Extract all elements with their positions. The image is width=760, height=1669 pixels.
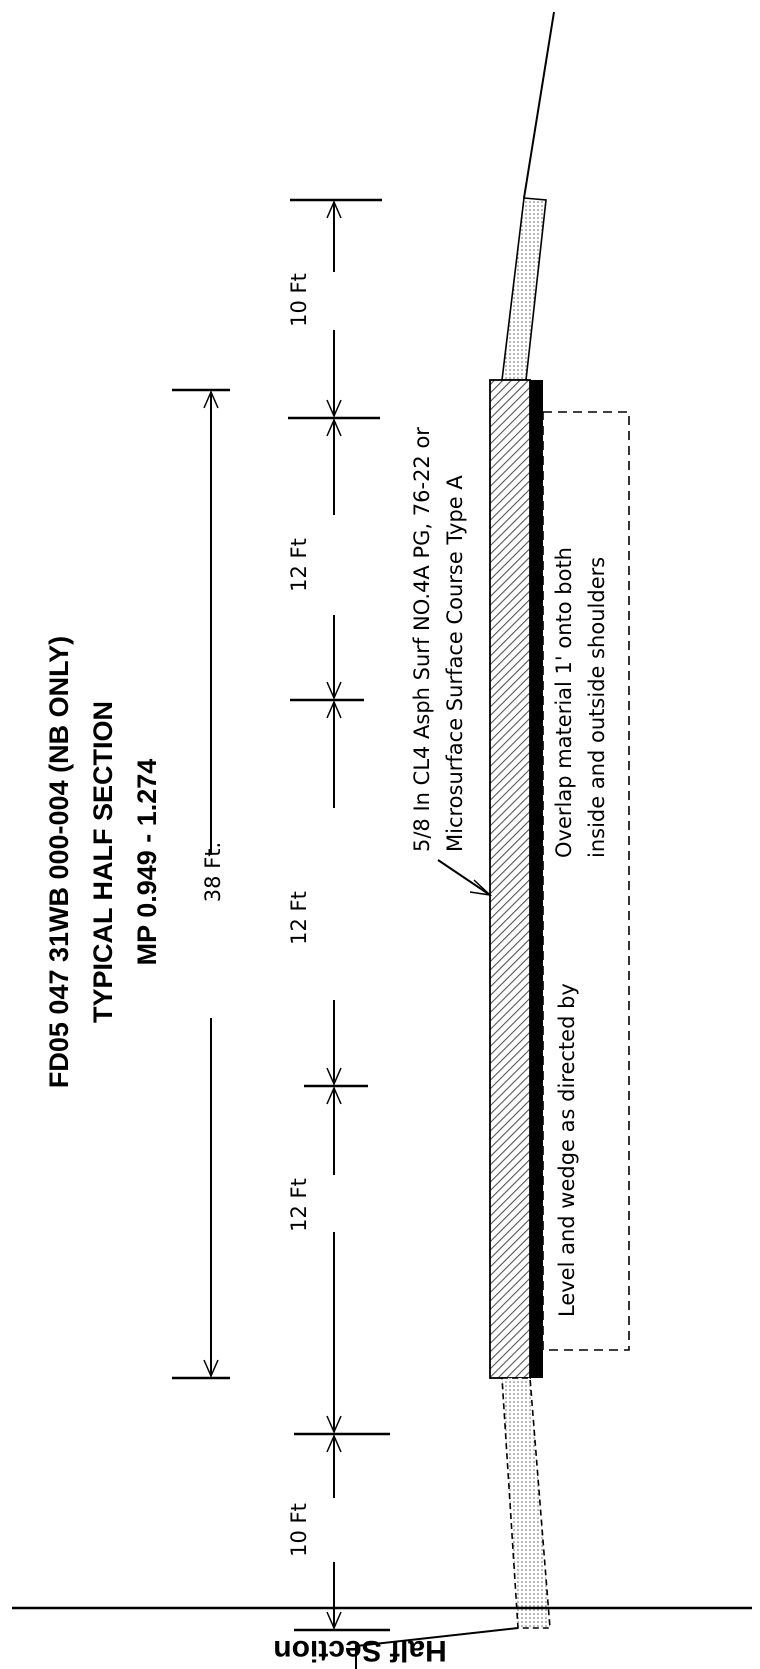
foreslope-line <box>355 1627 519 1669</box>
lane-dimension-chain: 10 Ft 12 Ft 12 Ft 12 Ft 10 Ft <box>287 198 390 1632</box>
title-line-3: MP 0.949 - 1.274 <box>132 759 162 966</box>
overall-dimension-label: 38 Ft. <box>201 842 225 902</box>
pavement-section <box>12 11 752 1669</box>
lane-1-label: 12 Ft <box>287 538 311 592</box>
surface-course <box>489 379 531 1379</box>
half-section-label: Half Section <box>273 1634 446 1667</box>
base-layer <box>530 380 543 1378</box>
lane-2-label: 12 Ft <box>287 891 311 945</box>
notes: 5/8 In CL4 Asph Surf NO.4A PG, 76-22 or … <box>410 427 609 1317</box>
overlap-note-line-1: Overlap material 1' onto both <box>552 547 576 858</box>
shoulder-bottom-fill <box>501 1377 551 1629</box>
lane-3-label: 12 Ft <box>287 1178 311 1232</box>
level-wedge-note: Level and wedge as directed by <box>555 983 579 1317</box>
level-wedge-box <box>542 411 630 1351</box>
overlap-note-line-2: inside and outside shoulders <box>585 557 609 858</box>
surface-note-line-2: Microsurface Surface Course Type A <box>443 475 467 852</box>
surface-note-leader <box>437 859 493 897</box>
overall-dimension: 38 Ft. <box>172 388 230 1380</box>
title-line-1: FD05 047 31WB 000-004 (NB ONLY) <box>44 636 74 1088</box>
shoulder-top-label: 10 Ft <box>287 273 311 327</box>
title-line-2: TYPICAL HALF SECTION <box>88 701 118 1023</box>
title-block: FD05 047 31WB 000-004 (NB ONLY) TYPICAL … <box>44 636 162 1088</box>
surface-note-line-1: 5/8 In CL4 Asph Surf NO.4A PG, 76-22 or <box>410 427 434 852</box>
shoulder-bottom-label: 10 Ft <box>287 1503 311 1557</box>
shoulder-top-fill <box>501 197 547 381</box>
